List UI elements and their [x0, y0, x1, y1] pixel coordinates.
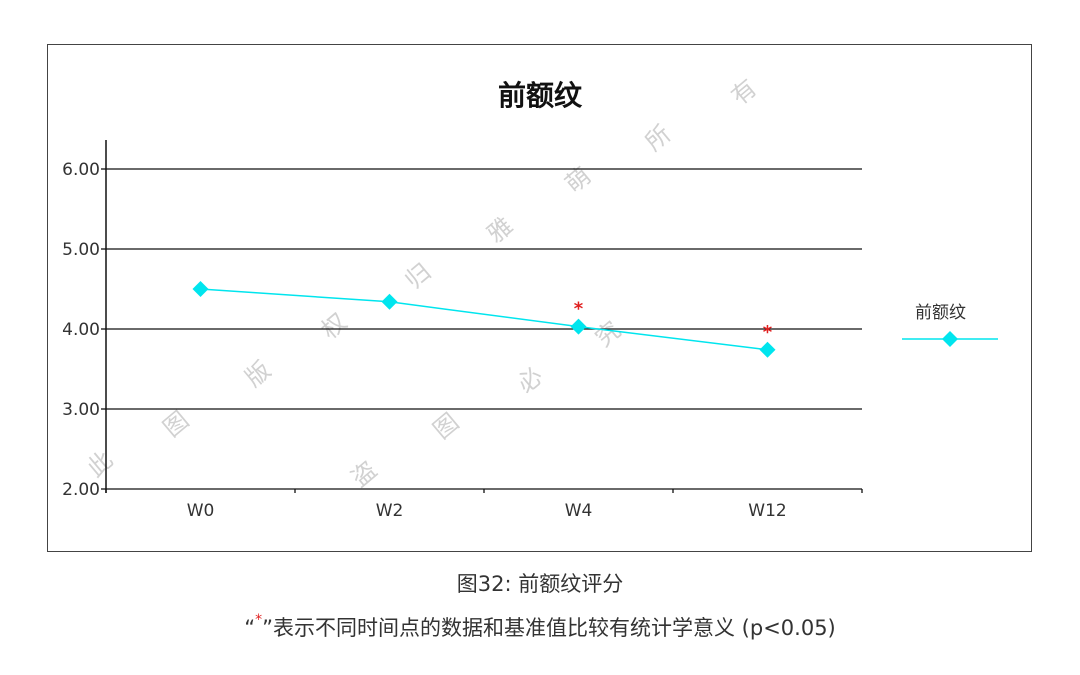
svg-text:图: 图 [158, 406, 194, 443]
legend-symbol [902, 331, 998, 347]
svg-text:权: 权 [316, 308, 352, 345]
y-tick-label: 6.00 [62, 160, 100, 180]
x-tick-label: W12 [748, 501, 786, 521]
svg-text:此: 此 [82, 446, 118, 483]
svg-text:版: 版 [240, 356, 276, 393]
diamond-marker [381, 293, 398, 310]
y-tick-label: 2.00 [62, 480, 100, 500]
svg-text:必: 必 [512, 362, 548, 399]
diamond-marker [759, 341, 776, 358]
data-series [192, 281, 776, 358]
significance-markers: ** [574, 299, 773, 343]
x-tick-label: W0 [187, 501, 215, 521]
significance-star-icon: * [763, 322, 773, 343]
svg-text:图: 图 [428, 408, 464, 445]
red-star-icon: * [255, 612, 263, 628]
y-tick-label: 4.00 [62, 320, 100, 340]
svg-text:雅: 雅 [482, 212, 518, 249]
svg-text:有: 有 [726, 74, 762, 111]
diamond-marker [570, 318, 587, 335]
y-tick-label: 5.00 [62, 240, 100, 260]
x-tick-label: W4 [565, 501, 593, 521]
chart-frame [47, 44, 1032, 552]
svg-text:归: 归 [400, 258, 436, 295]
gridlines [106, 168, 862, 490]
y-axis-ticks: 2.00 3.00 4.00 5.00 6.00 [62, 160, 106, 500]
diamond-marker [192, 281, 209, 297]
svg-text:盗: 盗 [346, 456, 382, 493]
chart-title: 前额纹 [497, 79, 582, 112]
watermark: 此 图 版 权 归 雅 萌 所 有 盗 图 必 究 [82, 74, 762, 493]
svg-text:究: 究 [590, 316, 626, 353]
y-tick-label: 3.00 [62, 400, 100, 420]
legend-label: 前额纹 [915, 303, 966, 323]
svg-text:所: 所 [640, 120, 676, 157]
significance-star-icon: * [574, 299, 584, 320]
x-tick-label: W2 [376, 501, 404, 521]
significance-note: “*”表示不同时间点的数据和基准值比较有统计学意义 (p<0.05) [244, 612, 836, 640]
x-axis-ticks: W0 W2 W4 W12 [105, 489, 863, 521]
figure-caption: 图32: 前额纹评分 [456, 572, 624, 596]
svg-text:萌: 萌 [560, 162, 596, 199]
